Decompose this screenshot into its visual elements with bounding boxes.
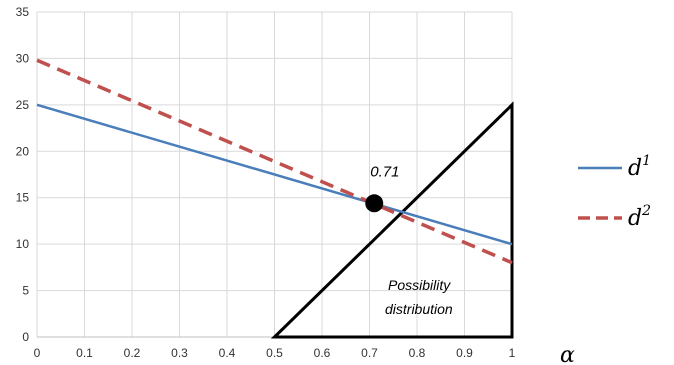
triangle-outline: [270, 101, 514, 339]
annotations: 0.71 Possibility distribution: [370, 163, 453, 317]
x-tick-label: 0.3: [171, 346, 188, 360]
x-tick-label: 0.6: [314, 346, 331, 360]
legend-label-base: d: [628, 156, 642, 181]
legend-label-1: d1: [628, 153, 651, 181]
y-tick-label: 20: [16, 144, 30, 158]
y-tick-labels: 0 5 10 15 20 25 30 35: [16, 5, 30, 344]
y-tick-label: 15: [16, 191, 30, 205]
x-tick-label: 0.9: [456, 346, 473, 360]
x-axis-label: α: [560, 343, 575, 365]
y-tick-label: 25: [16, 98, 30, 112]
series-line-d2: [36, 58, 513, 265]
possibility-distribution-triangle: [270, 101, 514, 339]
intersection-dot: [365, 194, 384, 213]
y-tick-label: 10: [16, 237, 30, 251]
x-tick-label: 1: [509, 346, 516, 360]
y-tick-label: 0: [22, 330, 29, 344]
series-line-d1: [36, 103, 513, 246]
x-tick-label: 0.2: [124, 346, 141, 360]
y-tick-label: 35: [16, 5, 30, 19]
x-tick-label: 0.5: [266, 346, 283, 360]
x-tick-label: 0.4: [219, 346, 236, 360]
x-tick-label: 0: [34, 346, 41, 360]
x-tick-label: 0.1: [76, 346, 93, 360]
x-tick-label: 0.8: [409, 346, 426, 360]
legend-label-base: d: [628, 206, 642, 231]
y-tick-label: 30: [16, 51, 30, 65]
legend-label-2: d2: [628, 203, 651, 231]
intersection-marker: [365, 194, 384, 213]
x-tick-label: 0.7: [361, 346, 378, 360]
possibility-label-line2: distribution: [385, 301, 453, 317]
x-tick-labels: 0 0.1 0.2 0.3 0.4 0.5 0.6 0.7 0.8 0.9 1: [34, 346, 516, 360]
series-lines: [36, 58, 513, 265]
intersection-value-label: 0.71: [370, 163, 399, 180]
y-tick-label: 5: [22, 284, 29, 298]
legend-label-sup: 2: [641, 203, 651, 219]
legend-label-sup: 1: [642, 153, 651, 169]
possibility-label-line1: Possibility: [388, 277, 451, 293]
